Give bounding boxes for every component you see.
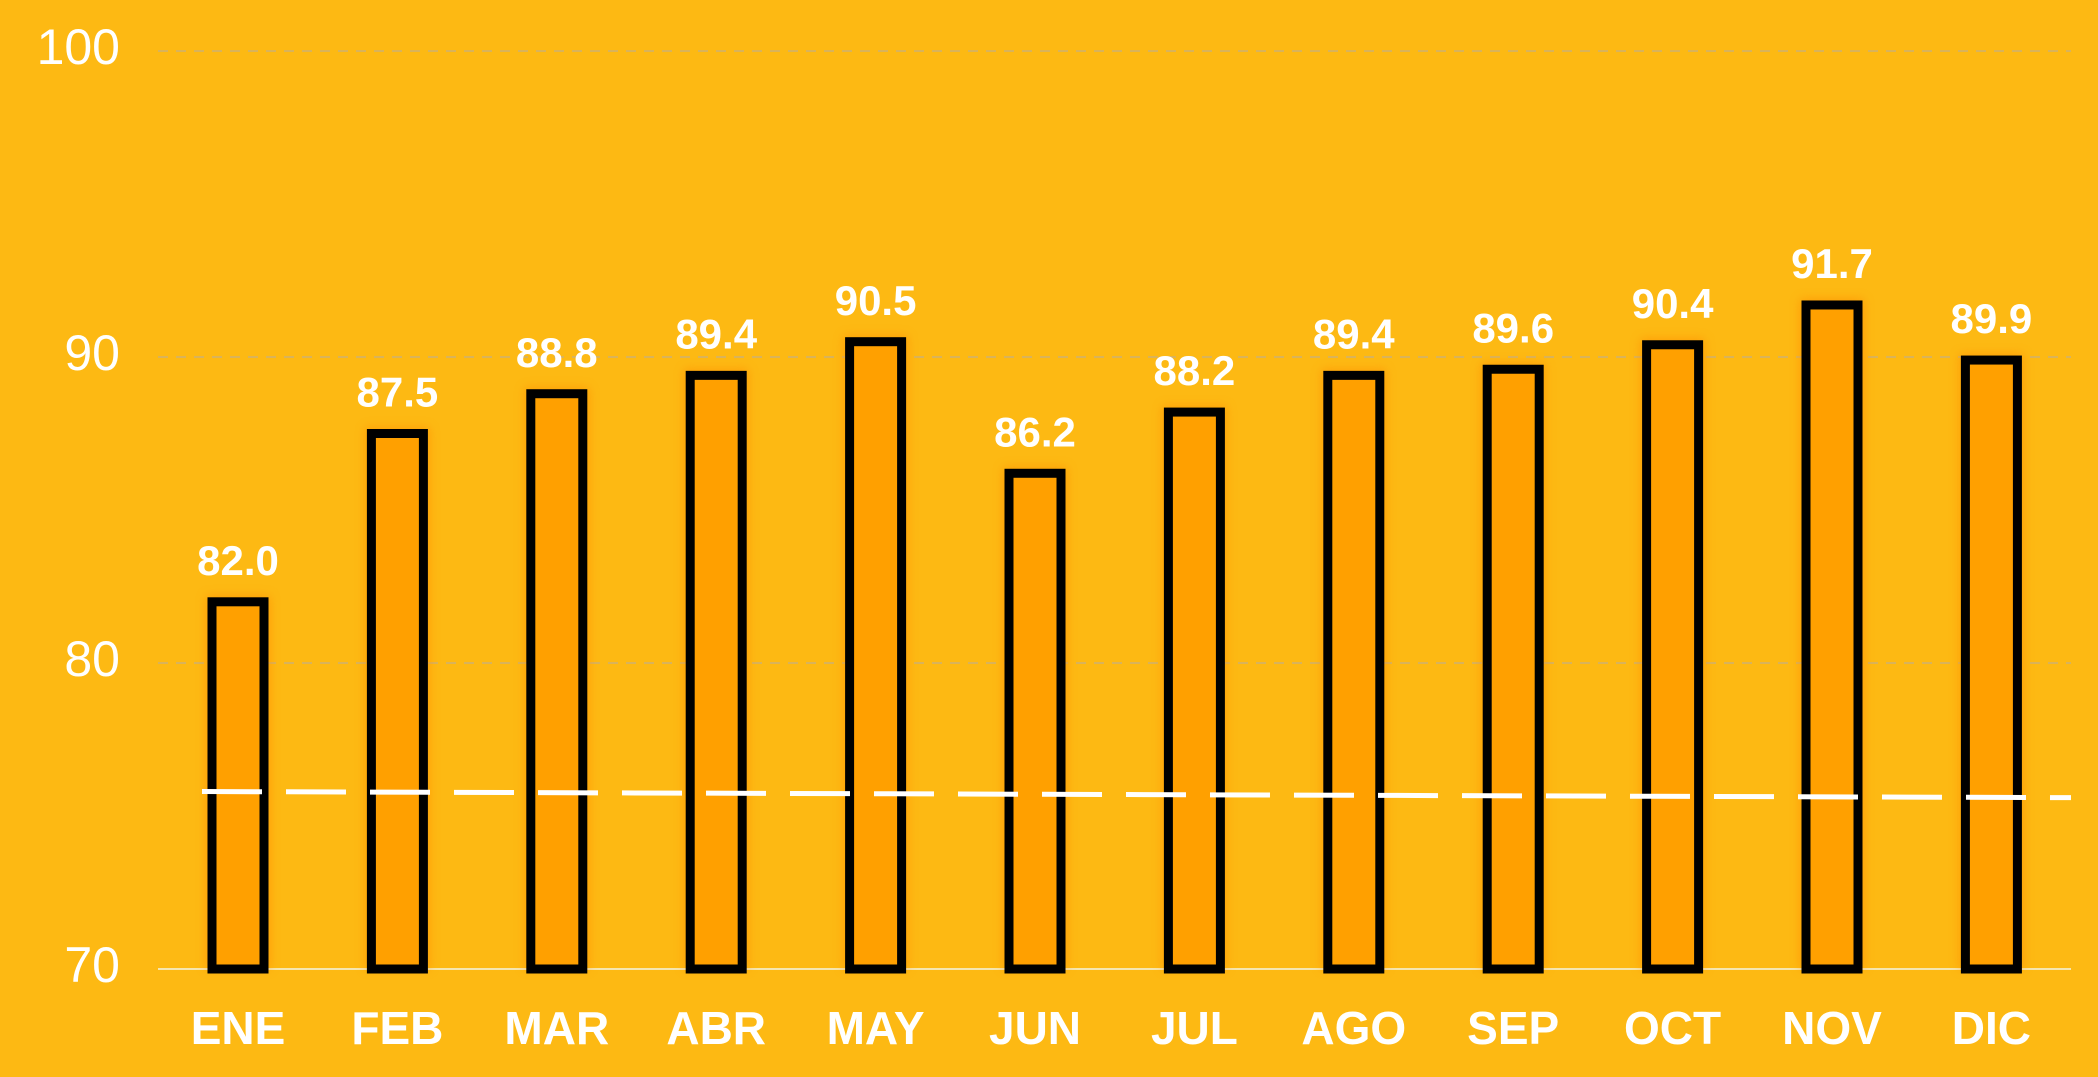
data-label: 89.4 — [675, 310, 757, 357]
x-tick-label: DIC — [1952, 1002, 2031, 1054]
x-tick-label: JUN — [989, 1002, 1081, 1054]
bar — [366, 429, 428, 974]
data-label: 89.6 — [1472, 304, 1554, 351]
x-tick-label: OCT — [1624, 1002, 1721, 1054]
x-tick-label: JUL — [1151, 1002, 1238, 1054]
bar — [1163, 407, 1225, 974]
data-label: 88.2 — [1154, 347, 1236, 394]
data-label: 91.7 — [1791, 240, 1873, 287]
x-tick-label: NOV — [1782, 1002, 1882, 1054]
data-label: 89.9 — [1951, 295, 2033, 342]
bar — [1482, 364, 1544, 974]
y-tick-label: 90 — [64, 325, 120, 381]
data-label: 86.2 — [994, 408, 1076, 455]
data-label: 87.5 — [357, 369, 439, 416]
x-tick-label: ENE — [191, 1002, 286, 1054]
bar — [1960, 355, 2022, 974]
x-tick-label: ABR — [666, 1002, 766, 1054]
x-tick-label: MAR — [504, 1002, 609, 1054]
bar — [1323, 370, 1385, 974]
data-label: 82.0 — [197, 537, 279, 584]
bar — [526, 389, 588, 974]
bar — [845, 337, 907, 974]
y-tick-label: 70 — [64, 937, 120, 993]
data-label: 90.5 — [835, 277, 917, 324]
bar — [1004, 468, 1066, 974]
bar — [1642, 340, 1704, 974]
y-tick-label: 80 — [64, 631, 120, 687]
trend-line — [201, 789, 2072, 801]
data-label: 90.4 — [1632, 280, 1714, 327]
bar — [1801, 300, 1863, 974]
y-tick-label: 100 — [37, 19, 120, 75]
data-label: 88.8 — [516, 329, 598, 376]
x-tick-label: FEB — [351, 1002, 443, 1054]
bar — [685, 370, 747, 974]
x-tick-label: AGO — [1301, 1002, 1406, 1054]
bar — [207, 597, 269, 974]
x-tick-label: MAY — [827, 1002, 925, 1054]
data-label: 89.4 — [1313, 310, 1395, 357]
x-tick-label: SEP — [1467, 1002, 1559, 1054]
